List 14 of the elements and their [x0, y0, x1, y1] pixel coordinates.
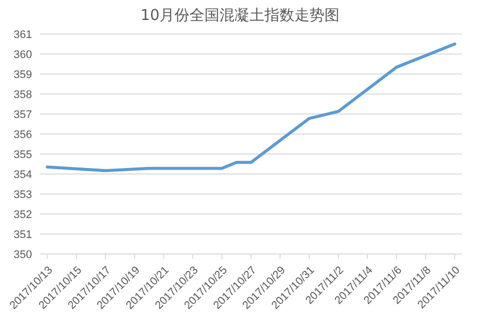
- y-tick-label: 352: [14, 208, 32, 221]
- y-tick-label: 355: [14, 148, 32, 161]
- chart-title: 10月份全国混凝土指数走势图: [139, 5, 341, 26]
- y-tick-label: 357: [14, 108, 32, 121]
- y-tick-label: 361: [14, 28, 32, 41]
- y-tick-label: 351: [14, 228, 32, 241]
- y-tick-label: 356: [14, 128, 32, 141]
- y-tick-label: 354: [14, 168, 32, 181]
- y-tick-label: 353: [14, 188, 32, 201]
- y-tick-label: 350: [14, 248, 32, 261]
- y-tick-label: 360: [14, 48, 32, 61]
- line-series: [46, 42, 456, 172]
- y-tick-label: 359: [14, 68, 32, 81]
- y-tick-label: 358: [14, 88, 32, 101]
